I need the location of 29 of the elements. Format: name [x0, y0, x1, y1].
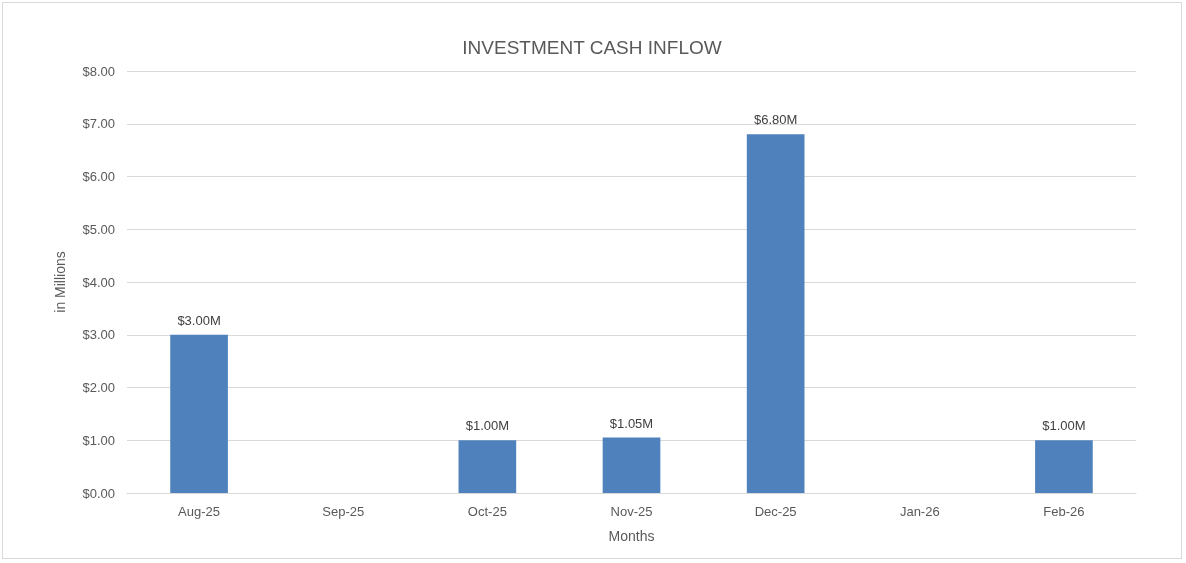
data-label: $1.00M [1042, 418, 1086, 434]
y-tick-label: $0.00 [82, 485, 115, 501]
x-axis-title: Months [608, 528, 655, 544]
y-tick-label: $4.00 [82, 274, 115, 290]
y-tick-label: $2.00 [82, 380, 115, 395]
y-tick-label: $7.00 [82, 116, 115, 132]
y-tick-label: $3.00 [82, 327, 115, 343]
data-label: $3.00M [177, 312, 221, 328]
bar [170, 334, 228, 493]
chart-title: INVESTMENT CASH INFLOW [462, 37, 722, 58]
x-tick-label: Feb-26 [1043, 504, 1085, 519]
y-tick-label: $8.00 [82, 63, 115, 79]
y-tick-label: $5.00 [82, 221, 115, 237]
data-label: $1.00M [465, 418, 510, 434]
x-tick-label: Aug-25 [178, 504, 221, 519]
data-label: $1.05M [609, 415, 654, 431]
bar [746, 134, 805, 493]
x-tick-label: Oct-25 [467, 504, 507, 519]
bar [1035, 440, 1093, 493]
y-axis-title: in Millions [52, 251, 68, 313]
data-label: $6.80M [753, 112, 798, 128]
y-tick-label: $1.00 [82, 432, 115, 448]
x-tick-label: Sep-25 [322, 504, 365, 519]
x-tick-label: Jan-26 [899, 504, 940, 519]
bar [458, 440, 517, 493]
y-tick-label: $6.00 [82, 169, 115, 184]
x-tick-label: Nov-25 [610, 504, 653, 519]
x-tick-label: Dec-25 [754, 504, 797, 519]
bar [602, 437, 661, 493]
